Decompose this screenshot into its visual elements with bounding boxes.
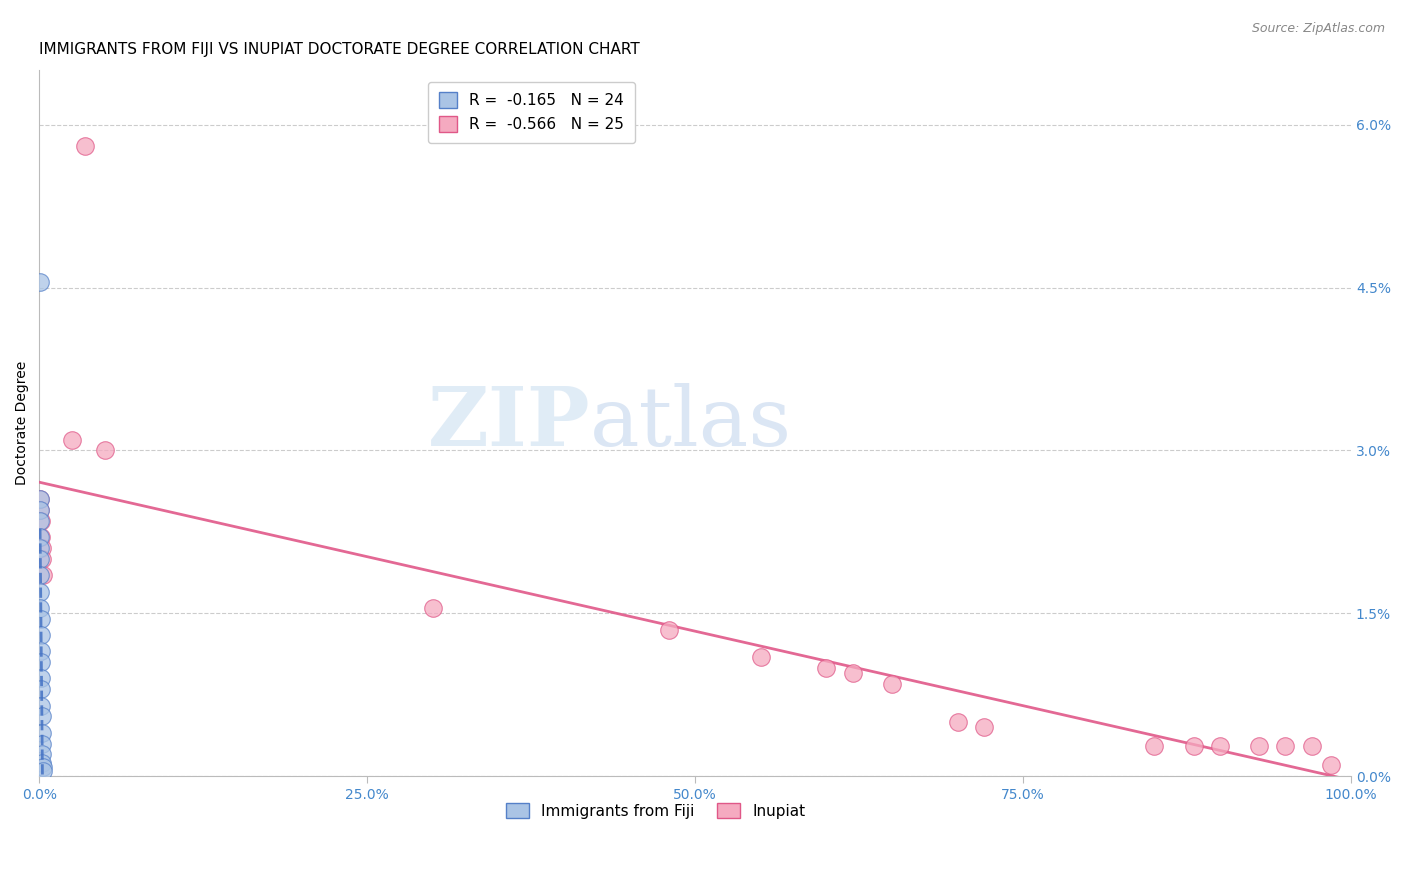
Point [30,514,52,528]
Point [1182,739,1205,753]
Text: Source: ZipAtlas.com: Source: ZipAtlas.com [1251,22,1385,36]
Legend: Immigrants from Fiji, Inupiat: Immigrants from Fiji, Inupiat [501,797,811,825]
Point [1320,758,1343,772]
Point [1209,739,1232,753]
Point [1301,739,1323,753]
Point [30,530,52,544]
Point [30,655,52,669]
Point [658,623,681,637]
Point [31,760,53,774]
Point [973,720,995,734]
Point [31,747,53,762]
Point [60,433,83,447]
Point [30,541,52,556]
Point [422,600,444,615]
Point [30,492,52,507]
Point [31,756,53,771]
Point [30,698,52,713]
Point [32,764,55,778]
Point [30,612,52,626]
Text: IMMIGRANTS FROM FIJI VS INUPIAT DOCTORATE DEGREE CORRELATION CHART: IMMIGRANTS FROM FIJI VS INUPIAT DOCTORAT… [39,42,640,57]
Point [30,530,52,544]
Point [30,628,52,642]
Y-axis label: Doctorate Degree: Doctorate Degree [15,361,30,485]
Text: ZIP: ZIP [427,384,591,463]
Point [31,568,53,582]
Point [31,709,53,723]
Point [30,568,52,582]
Point [94,443,117,458]
Point [31,552,53,566]
Point [30,600,52,615]
Point [75,139,97,153]
Point [30,503,52,517]
Point [30,275,52,289]
Point [946,714,969,729]
Point [30,552,52,566]
Point [30,584,52,599]
Point [1249,739,1271,753]
Point [31,725,53,739]
Point [815,660,838,674]
Point [1274,739,1296,753]
Point [749,649,772,664]
Point [31,737,53,751]
Point [30,682,52,697]
Point [1143,739,1166,753]
Point [31,541,53,556]
Point [30,492,52,507]
Point [30,672,52,686]
Point [880,677,903,691]
Point [30,503,52,517]
Point [30,644,52,658]
Point [30,514,52,528]
Point [841,666,863,681]
Text: atlas: atlas [591,384,793,463]
